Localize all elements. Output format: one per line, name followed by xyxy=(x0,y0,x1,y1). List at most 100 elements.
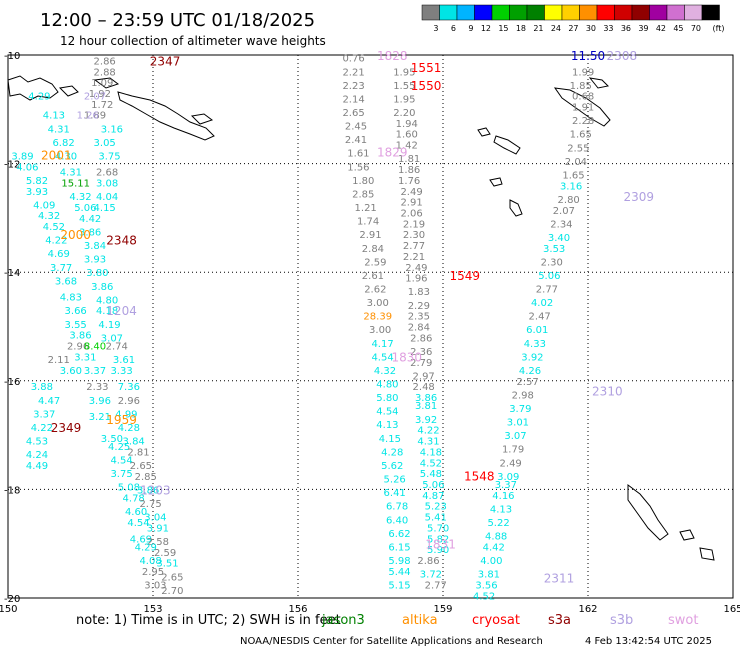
wave-height-point: 4.33 xyxy=(524,339,546,350)
wave-height-point: 4.54 xyxy=(371,352,393,363)
y-tick-label: -16 xyxy=(4,377,20,388)
wave-height-point: 15.11 xyxy=(61,179,90,190)
mission-legend-item: jason3 xyxy=(321,613,365,628)
wave-height-point: 2.11 xyxy=(48,355,70,366)
gridlines xyxy=(8,55,733,598)
wave-height-point: 1.56 xyxy=(347,162,369,173)
island-east-a xyxy=(509,199,523,217)
wave-height-point: 2.21 xyxy=(342,67,364,78)
wave-height-point: 3.93 xyxy=(84,255,106,266)
wave-height-point: 2.45 xyxy=(345,122,367,133)
wave-height-point: 1.85 xyxy=(570,81,592,92)
wave-height-point: 4.15 xyxy=(94,203,116,214)
wave-height-point: 2.81 xyxy=(127,447,149,458)
colorbar-swatch xyxy=(526,4,545,21)
x-tick-label: 150 xyxy=(0,604,18,615)
wave-height-point: 3.60 xyxy=(60,366,82,377)
wave-height-point: 3.08 xyxy=(96,179,118,190)
wave-height-point: 2.86 xyxy=(417,556,439,567)
wave-height-point: 4.32 xyxy=(38,211,60,222)
wave-height-point: 4.69 xyxy=(48,249,70,260)
solomon-island-d xyxy=(493,135,521,155)
wave-height-point: 2.14 xyxy=(342,94,364,105)
y-tick-label: -10 xyxy=(4,51,20,62)
wave-height-point: 5.23 xyxy=(425,502,447,513)
wave-height-point: 1.81 xyxy=(398,154,420,165)
wave-height-point: 4.22 xyxy=(45,236,67,247)
island-loyalty-a xyxy=(679,529,695,541)
pass-time-label: 2311 xyxy=(544,571,575,585)
wave-height-point: 4.18 xyxy=(420,447,442,458)
wave-height-point: 3.00 xyxy=(369,325,391,336)
y-tick-label: -20 xyxy=(4,594,20,605)
wave-height-point: 2.75 xyxy=(139,499,161,510)
wave-height-point: 4.19 xyxy=(98,320,120,331)
wave-height-point: 4.08 xyxy=(139,556,161,567)
wave-height-point: 3.68 xyxy=(55,276,77,287)
wave-height-point: 4.13 xyxy=(376,420,398,431)
pass-time-label: 11.50 xyxy=(571,49,605,63)
wave-height-point: 4.02 xyxy=(531,298,553,309)
wave-height-point: 4.32 xyxy=(69,192,91,203)
wave-height-point: 2.21 xyxy=(403,252,425,263)
wave-height-point: 3.86 xyxy=(91,282,113,293)
pass-time-label: 1549 xyxy=(449,269,480,283)
wave-height-point: 3.21 xyxy=(89,412,111,423)
colorbar-swatch xyxy=(701,4,720,21)
color-scale-bar: 3 6 9 12 15 18 21 24 27 30 33 36 39 42 45 70 (ft) xyxy=(421,4,725,33)
wave-height-point: 1.89 xyxy=(84,111,106,122)
wave-height-point: 2.65 xyxy=(161,572,183,583)
wave-height-point: 4.28 xyxy=(381,447,403,458)
wave-height-point: 2.77 xyxy=(403,241,425,252)
wave-height-point: 3.03 xyxy=(144,580,166,591)
colorbar-swatch xyxy=(684,4,703,21)
wave-height-point: 3.75 xyxy=(110,469,132,480)
wave-height-point: 1.09 xyxy=(91,78,113,89)
wave-height-point: 3.04 xyxy=(144,513,166,524)
wave-height-point: 1.91 xyxy=(572,103,594,114)
coastline-west xyxy=(7,75,59,101)
pass-time-label: 2308 xyxy=(607,49,638,63)
wave-height-point: 2.84 xyxy=(362,244,384,255)
wave-height-point: 1.95 xyxy=(393,67,415,78)
wave-height-point: 5.06 xyxy=(422,480,444,491)
colorbar-label: 30 xyxy=(586,24,596,33)
wave-height-point: 2.07 xyxy=(84,92,106,103)
wave-height-point: 2.91 xyxy=(400,198,422,209)
wave-height-point: 28.39 xyxy=(363,312,392,323)
wave-height-point: 4.17 xyxy=(371,339,393,350)
series-track-150-153: 2.862.881.091.921.721.89 4.29 2.07 4.13 1.26… xyxy=(11,56,183,596)
colorbar-swatch xyxy=(631,4,650,21)
wave-height-point: 1.65 xyxy=(570,130,592,141)
wave-height-point: 5.48 xyxy=(420,469,442,480)
wave-height-point: 2.96 xyxy=(67,342,89,353)
wave-height-point: 4.00 xyxy=(480,556,502,567)
series-track-156-159: 0.76 2.21 2.23 2.14 2.65 2.45 2.41 1.61 1.56 1.80… xyxy=(342,54,449,592)
y-tick-label: -18 xyxy=(4,485,20,496)
wave-height-point: 1.80 xyxy=(352,176,374,187)
wave-height-point: 6.41 xyxy=(384,488,406,499)
wave-height-point: 2.48 xyxy=(413,382,435,393)
wave-height-point: 4.83 xyxy=(60,293,82,304)
chart-title: 12:00 – 23:59 UTC 01/18/2025 xyxy=(40,10,315,31)
pass-time-label: 2349 xyxy=(51,421,82,435)
wave-height-point: 3.09 xyxy=(497,472,519,483)
wave-height-point: 2.59 xyxy=(364,257,386,268)
wave-height-point: 1.26 xyxy=(77,111,99,122)
wave-height-point: 2.86 xyxy=(94,56,116,67)
wave-height-point: 1.42 xyxy=(396,141,418,152)
wave-height-point: 1.86 xyxy=(398,165,420,176)
colorbar-label: 9 xyxy=(468,24,473,33)
wave-height-point: 4.30 xyxy=(55,151,77,162)
wave-height-point: 4.52 xyxy=(43,222,65,233)
mission-legend-item: cryosat xyxy=(472,613,520,628)
wave-height-point: 1.96 xyxy=(405,274,427,285)
wave-height-point: 3.77 xyxy=(50,263,72,274)
colorbar-swatch xyxy=(491,4,510,21)
colorbar-swatch xyxy=(649,4,668,21)
colorbar-label: 3 xyxy=(433,24,438,33)
wave-height-point: 3.37 xyxy=(33,409,55,420)
wave-height-point: 2.98 xyxy=(512,390,534,401)
wave-height-point: 2.68 xyxy=(96,168,118,179)
wave-height-point: 5.80 xyxy=(376,393,398,404)
